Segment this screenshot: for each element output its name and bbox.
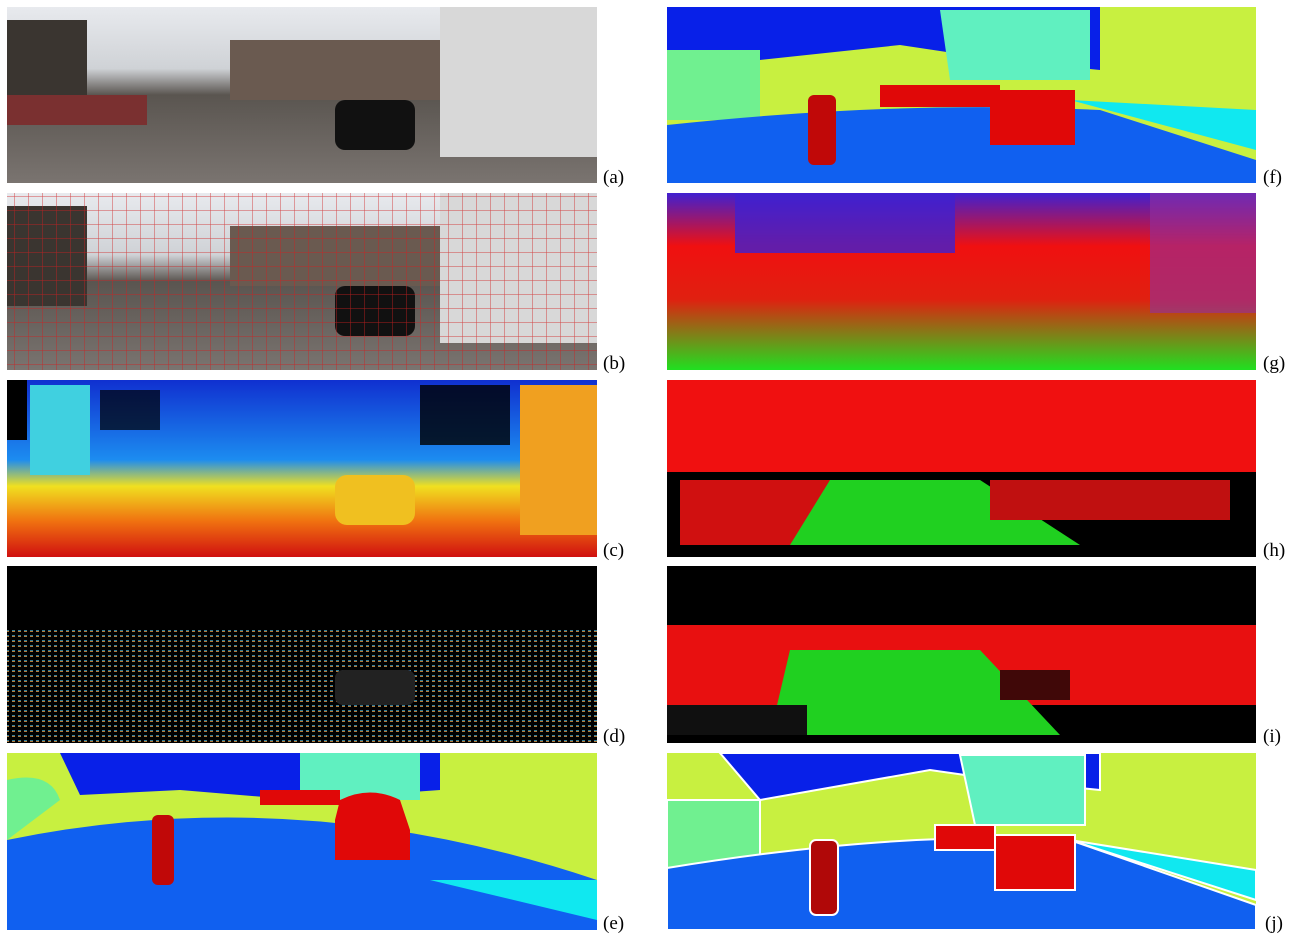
panel-label: (i) (1263, 726, 1281, 747)
panel-label: (j) (1265, 913, 1283, 934)
panel-h (667, 380, 1256, 557)
panel-g (667, 193, 1256, 370)
panel-b (7, 193, 597, 370)
panel-a (7, 7, 597, 183)
panel-label: (f) (1263, 167, 1282, 188)
panel-label: (e) (603, 913, 624, 934)
panel-e (7, 753, 597, 930)
panel-label: (h) (1263, 540, 1285, 561)
panel-label: (a) (603, 167, 624, 188)
panel-i (667, 566, 1256, 743)
panel-label: (b) (603, 353, 625, 374)
panel-c (7, 380, 597, 557)
panel-d (7, 566, 597, 743)
panel-label: (c) (603, 540, 624, 561)
panel-label: (g) (1263, 353, 1285, 374)
panel-label: (d) (603, 726, 625, 747)
panel-j (666, 752, 1257, 931)
panel-f (667, 7, 1256, 183)
